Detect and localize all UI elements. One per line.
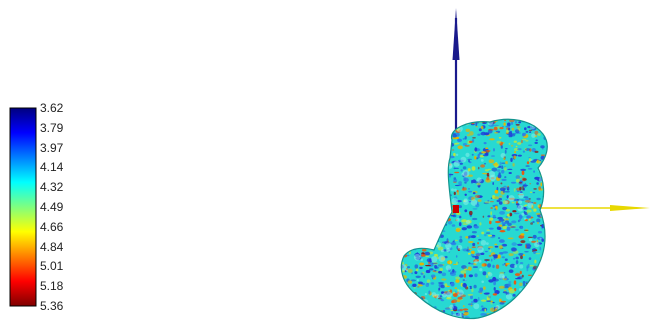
protein-surface[interactable]	[394, 114, 555, 321]
colorbar	[9, 107, 37, 307]
axis-origin-marker	[453, 205, 459, 213]
colorbar-tick-label: 4.66	[40, 219, 64, 234]
colorbar-tick-label: 5.36	[40, 299, 64, 313]
colorbar-tick-label: 4.84	[40, 239, 64, 254]
colorbar-tick-label: 5.01	[40, 259, 64, 274]
colorbar-tick-label: 4.14	[40, 160, 64, 175]
colorbar-gradient	[9, 107, 37, 307]
colorbar-tick-label: 3.62	[40, 101, 64, 115]
colorbar-tick-label: 5.18	[40, 279, 64, 294]
colorbar-tick-label: 3.97	[40, 140, 64, 155]
x-axis-arrowhead	[610, 205, 650, 211]
colorbar-tick-label: 3.79	[40, 120, 64, 135]
y-axis-arrowhead	[452, 8, 460, 60]
colorbar-tick-label: 4.32	[40, 180, 64, 195]
colorbar-tick-label: 4.49	[40, 200, 64, 214]
